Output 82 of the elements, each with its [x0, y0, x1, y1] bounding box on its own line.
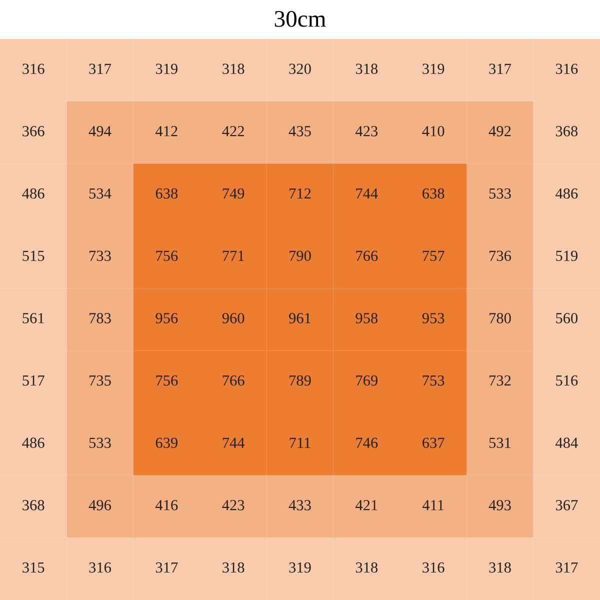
- data-label: 753: [422, 375, 444, 386]
- data-label: 712: [290, 188, 311, 199]
- data-label: 486: [22, 438, 44, 448]
- data-label: 517: [22, 375, 44, 386]
- data-label: 416: [156, 500, 178, 510]
- data-label: 318: [356, 64, 378, 74]
- data-label: 533: [489, 188, 511, 199]
- data-label: 531: [489, 438, 511, 448]
- data-label: 492: [488, 126, 511, 136]
- data-label: 953: [422, 313, 444, 324]
- data-label: 783: [90, 313, 111, 324]
- data-label: 316: [422, 562, 444, 573]
- data-label: 733: [90, 250, 111, 261]
- data-label: 315: [22, 562, 44, 573]
- data-label: 411: [422, 500, 444, 510]
- data-label: 316: [22, 64, 44, 74]
- data-label: 744: [356, 188, 378, 199]
- data-label: 744: [222, 438, 245, 448]
- data-label: 736: [490, 250, 511, 261]
- data-label: 515: [22, 250, 44, 261]
- data-label: 493: [488, 500, 511, 510]
- data-label: 320: [289, 64, 311, 74]
- data-label: 639: [156, 438, 178, 448]
- data-label: 749: [222, 188, 244, 199]
- data-label: 960: [222, 313, 244, 324]
- data-label: 486: [556, 188, 578, 199]
- data-label: 319: [422, 64, 444, 74]
- data-label: 423: [222, 500, 244, 510]
- data-label: 638: [156, 188, 178, 199]
- data-label: 433: [288, 500, 311, 510]
- data-label: 496: [88, 500, 111, 510]
- chart-title: 30cm: [274, 10, 326, 27]
- data-label: 484: [556, 438, 578, 448]
- data-label: 534: [89, 188, 112, 199]
- data-label: 366: [22, 126, 44, 136]
- data-label: 316: [556, 64, 578, 74]
- data-label: 367: [556, 500, 578, 510]
- data-label: 756: [156, 250, 178, 261]
- data-label: 412: [156, 126, 178, 136]
- data-label: 757: [422, 250, 444, 261]
- data-label: 732: [490, 375, 511, 386]
- data-label: 756: [156, 375, 178, 386]
- data-label: 435: [288, 126, 311, 136]
- data-label: 533: [89, 438, 111, 448]
- data-label: 735: [90, 375, 111, 386]
- data-label: 318: [222, 562, 244, 573]
- data-label: 560: [556, 313, 578, 324]
- data-label: 318: [222, 64, 244, 74]
- data-label: 494: [88, 126, 112, 136]
- data-label: 422: [222, 126, 244, 136]
- data-label: 319: [156, 64, 178, 74]
- data-label: 790: [290, 250, 311, 261]
- data-label: 421: [356, 500, 378, 510]
- data-label: 317: [89, 64, 112, 74]
- data-label: 780: [490, 313, 511, 324]
- data-label: 637: [422, 438, 444, 448]
- data-label: 789: [290, 375, 311, 386]
- data-label: 318: [489, 562, 511, 573]
- data-label: 486: [22, 188, 44, 199]
- data-label: 766: [222, 375, 244, 386]
- data-label: 956: [156, 313, 178, 324]
- data-label: 317: [556, 562, 578, 573]
- data-label: 766: [356, 250, 378, 261]
- data-label: 316: [89, 562, 111, 573]
- data-label: 516: [556, 375, 578, 386]
- data-label: 319: [289, 562, 311, 573]
- data-label: 318: [356, 562, 378, 573]
- data-label: 711: [290, 438, 310, 448]
- data-label: 317: [156, 562, 178, 573]
- data-label: 368: [22, 500, 44, 510]
- data-label: 317: [489, 64, 512, 74]
- data-label: 519: [556, 250, 578, 261]
- data-label: 771: [222, 250, 244, 261]
- data-label: 769: [356, 375, 378, 386]
- data-label: 961: [289, 313, 311, 324]
- data-label: 958: [356, 313, 378, 324]
- data-label: 638: [422, 188, 444, 199]
- data-label: 410: [422, 126, 444, 136]
- data-label: 746: [356, 438, 378, 448]
- data-label: 561: [22, 313, 44, 324]
- data-label: 423: [356, 126, 378, 136]
- data-label: 368: [556, 126, 578, 136]
